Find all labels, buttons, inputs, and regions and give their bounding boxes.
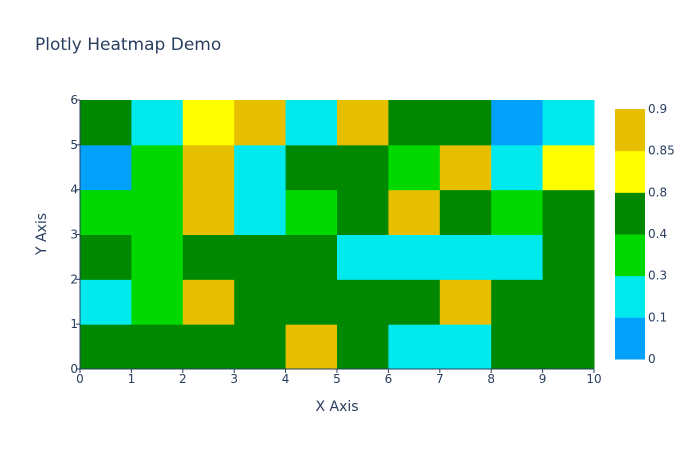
colorbar-band — [615, 275, 645, 318]
heatmap-cell — [234, 279, 287, 325]
heatmap-cell — [337, 189, 389, 235]
heatmap-cell — [542, 279, 595, 325]
x-tick-label: 10 — [586, 372, 601, 386]
chart-title: Plotly Heatmap Demo — [35, 35, 221, 55]
heatmap-cell — [234, 324, 287, 370]
heatmap-cell — [388, 189, 441, 235]
heatmap-cell — [542, 324, 595, 370]
colorbar-tick-label: 0.1 — [648, 310, 667, 324]
y-axis-title: Y Axis — [34, 213, 50, 256]
heatmap-cell — [80, 100, 132, 146]
heatmap-cell — [285, 279, 338, 325]
heatmap-cell — [388, 100, 441, 146]
heatmap-cell — [337, 234, 389, 280]
heatmap-cell — [182, 189, 235, 235]
heatmap-cell — [234, 189, 287, 235]
colorbar-band — [615, 234, 645, 277]
colorbar: 0 0.1 0.3 0.4 0.8 0.85 0.9 — [615, 102, 675, 366]
heatmap-cell — [388, 144, 441, 191]
heatmap-cell — [491, 144, 544, 191]
heatmap-cell — [491, 279, 544, 325]
heatmap-cell — [285, 144, 338, 191]
colorbar-tick-label: 0.9 — [648, 102, 667, 116]
colorbar-band — [615, 150, 645, 193]
colorbar-tick-label: 0.3 — [648, 269, 667, 283]
x-tick-label: 7 — [436, 372, 444, 386]
heatmap-cell — [439, 324, 492, 370]
x-tick-label: 0 — [76, 372, 84, 386]
heatmap-cell — [491, 100, 544, 146]
heatmap-cell — [439, 279, 492, 325]
heatmap-cell — [131, 279, 184, 325]
heatmap-cell — [491, 189, 544, 235]
heatmap-cell — [182, 144, 235, 191]
heatmap-cell — [491, 324, 544, 370]
heatmap-cell — [182, 100, 235, 146]
heatmap-cell — [542, 100, 595, 146]
heatmap-cell — [131, 234, 184, 280]
x-tick-label: 4 — [282, 372, 290, 386]
colorbar-tick-label: 0.85 — [648, 144, 675, 158]
heatmap-cell — [182, 234, 235, 280]
heatmap-cell — [337, 324, 389, 370]
y-tick-label: 3 — [70, 228, 78, 242]
heatmap-cell — [491, 234, 544, 280]
heatmap-cell — [285, 324, 338, 370]
x-tick-label: 5 — [333, 372, 341, 386]
heatmap-cell — [337, 279, 389, 325]
x-tick-label: 8 — [487, 372, 495, 386]
heatmap-cell — [234, 234, 287, 280]
heatmap-cell — [131, 189, 184, 235]
y-tick-label: 4 — [70, 183, 78, 197]
x-tick-label: 1 — [128, 372, 136, 386]
heatmap-cell — [542, 234, 595, 280]
heatmap-cell — [80, 189, 132, 235]
heatmap-cell — [80, 324, 132, 370]
heatmap-cell — [388, 279, 441, 325]
x-axis-title: X Axis — [315, 399, 358, 415]
heatmap-cell — [388, 234, 441, 280]
heatmap-cell — [182, 279, 235, 325]
x-tick-label: 9 — [539, 372, 547, 386]
colorbar-band — [615, 192, 645, 235]
heatmap-cell — [388, 324, 441, 370]
heatmap-cell — [131, 144, 184, 191]
heatmap-cell — [80, 144, 132, 191]
x-tick-label: 3 — [230, 372, 238, 386]
y-tick-label: 6 — [70, 93, 78, 107]
heatmap-cell — [439, 234, 492, 280]
heatmap-cell — [131, 100, 184, 146]
y-tick-label: 1 — [70, 317, 78, 331]
heatmap-cell — [337, 144, 389, 191]
colorbar-band — [615, 317, 645, 360]
heatmap-cell — [337, 100, 389, 146]
heatmap-cell — [285, 189, 338, 235]
axes: 0 1 2 3 4 5 6 7 8 9 10 0 1 2 3 4 5 6 — [70, 93, 601, 386]
x-tick-label: 6 — [385, 372, 393, 386]
heatmap-cell — [439, 100, 492, 146]
heatmap-cells — [80, 100, 595, 370]
heatmap-cell — [542, 189, 595, 235]
heatmap-cell — [234, 100, 287, 146]
y-tick-label: 5 — [70, 138, 78, 152]
heatmap-cell — [182, 324, 235, 370]
colorbar-band — [615, 109, 645, 152]
heatmap-cell — [542, 144, 595, 191]
colorbar-tick-label: 0 — [648, 352, 656, 366]
colorbar-tick-label: 0.4 — [648, 227, 667, 241]
heatmap-cell — [131, 324, 184, 370]
heatmap-cell — [80, 234, 132, 280]
heatmap-cell — [439, 189, 492, 235]
heatmap-cell — [285, 100, 338, 146]
y-tick-label: 0 — [70, 362, 78, 376]
y-tick-label: 2 — [70, 272, 78, 286]
heatmap-cell — [439, 144, 492, 191]
heatmap-cell — [285, 234, 338, 280]
heatmap-cell — [80, 279, 132, 325]
colorbar-tick-label: 0.8 — [648, 185, 667, 199]
heatmap-cell — [234, 144, 287, 191]
x-tick-label: 2 — [179, 372, 187, 386]
